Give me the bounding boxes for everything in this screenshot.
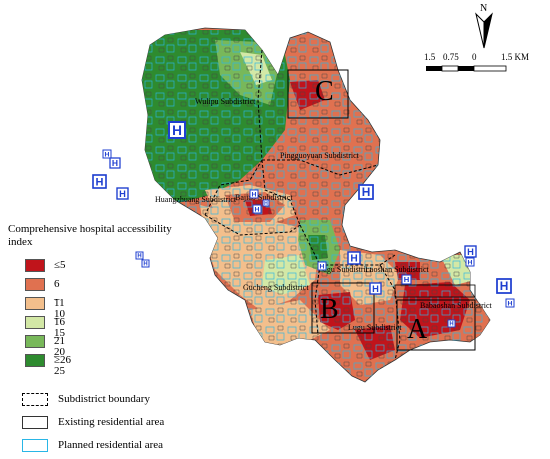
hospital-icon: [168, 121, 186, 139]
legend-title: Comprehensive hospital accessibility ind…: [8, 223, 172, 248]
label-pingguoyuan: Pingguoyuan Subdistrict: [280, 151, 360, 160]
study-area-b-rect: [311, 282, 375, 334]
hospital-icon: [102, 149, 112, 159]
hospital-icon-glyph: H: [350, 254, 357, 265]
hospital-icon-glyph: H: [320, 263, 325, 270]
hospital-icon: [347, 251, 361, 265]
hospital-icon-glyph: H: [500, 279, 509, 293]
hospital-icon-glyph: H: [372, 284, 379, 294]
study-area-c-label: C: [315, 76, 334, 107]
legend-label: 6 – 10: [54, 278, 65, 320]
legend-swatch: [25, 335, 45, 348]
hospital-icon: [358, 184, 374, 200]
legend-swatch: [25, 259, 45, 272]
hospital-icon-glyph: H: [362, 185, 371, 199]
hospital-icon: [252, 204, 262, 214]
legend-swatch: [25, 316, 45, 329]
hospital-icon: [262, 199, 270, 207]
hospital-icon: [464, 245, 477, 258]
hospital-icon: [496, 278, 512, 294]
hospital-icon-glyph: H: [468, 259, 473, 266]
hospital-icon-glyph: H: [404, 275, 410, 284]
legend-existing-label: Existing residential area: [58, 416, 165, 428]
hospital-icon: [116, 187, 129, 200]
hospital-icon: [92, 174, 107, 189]
hospital-icon: [317, 261, 327, 271]
legend-planned-residential: Planned residential area: [22, 438, 322, 454]
hospital-icon-glyph: H: [264, 201, 268, 207]
label-lugu-south: Lugu Subdistrict: [348, 323, 402, 332]
hospital-icon: [505, 298, 515, 308]
subdistrict-boundaries: [204, 49, 401, 361]
legend-boundary-label: Subdistrict boundary: [58, 393, 150, 405]
legend-swatch: [25, 354, 45, 367]
north-label: N: [480, 3, 487, 14]
hospital-icon: [369, 282, 382, 295]
cyan-box-icon: [22, 439, 48, 452]
legend-label: 16 – 20: [54, 316, 65, 358]
solid-box-icon: [22, 416, 48, 429]
label-wulipu: Wulipu Subdistrict: [195, 97, 256, 106]
legend-planned-label: Planned residential area: [58, 439, 164, 451]
hospital-icon-glyph: H: [255, 206, 260, 213]
legend-label: 11 – 15: [54, 297, 65, 339]
study-area-b-label: B: [320, 294, 339, 325]
north-arrow-icon: [475, 12, 493, 49]
hospital-icon: [135, 251, 144, 260]
hospital-icon-glyph: H: [119, 189, 126, 199]
label-babaoshan: Babaoshan Subdistrict: [420, 301, 493, 310]
hospital-icon: [109, 157, 121, 169]
label-gucheng: Gucheng Subdistrict: [243, 283, 309, 292]
legend-swatch: [25, 278, 45, 291]
study-area-c-rect: [287, 69, 349, 119]
label-bajiao: Bajiao Subdistrict: [235, 193, 293, 202]
hospital-icon-glyph: H: [112, 158, 118, 168]
hospital-icon: [141, 259, 150, 268]
hospital-icon: [249, 189, 259, 199]
scale-bar: [426, 65, 507, 72]
scale-label-4: 1.5 KM: [501, 52, 529, 62]
label-lugu: Lugu Subdistrict: [318, 265, 372, 274]
hospital-icon: [447, 319, 456, 328]
hospital-icon: [401, 274, 412, 285]
dashed-box-icon: [22, 393, 48, 406]
hospital-icon-glyph: H: [172, 123, 182, 138]
legend-label: ≥26: [54, 354, 72, 366]
hospital-icon-glyph: H: [467, 247, 474, 257]
legend-existing-residential: Existing residential area: [22, 415, 322, 431]
scale-label-3: 0: [472, 52, 477, 62]
legend-label: ≤5: [54, 259, 66, 271]
scale-label-2: 0.75: [443, 52, 459, 62]
hospital-icon-glyph: H: [449, 322, 453, 328]
hospital-icon-glyph: H: [96, 176, 104, 188]
legend-subdistrict-boundary: Subdistrict boundary: [22, 392, 322, 408]
study-area-a-rect: [396, 299, 476, 351]
legend-swatch: [25, 297, 45, 310]
legend-label: 21 – 25: [54, 335, 65, 377]
hospital-icon: [465, 257, 475, 267]
hospital-icon-glyph: H: [143, 262, 147, 268]
hospital-icon-glyph: H: [508, 300, 513, 307]
hospital-icon-glyph: H: [252, 191, 257, 198]
scale-label-1: 1.5: [424, 52, 436, 62]
label-laoshan: Laoshan Subdistrict: [365, 265, 430, 274]
study-area-a-inner: [394, 284, 476, 298]
hospital-icon-glyph: H: [105, 151, 110, 158]
hospital-icon-glyph: H: [137, 254, 141, 260]
label-huangzhuang: Huangzhuang Subdistrict: [155, 195, 237, 204]
study-area-a-label: A: [407, 314, 428, 345]
